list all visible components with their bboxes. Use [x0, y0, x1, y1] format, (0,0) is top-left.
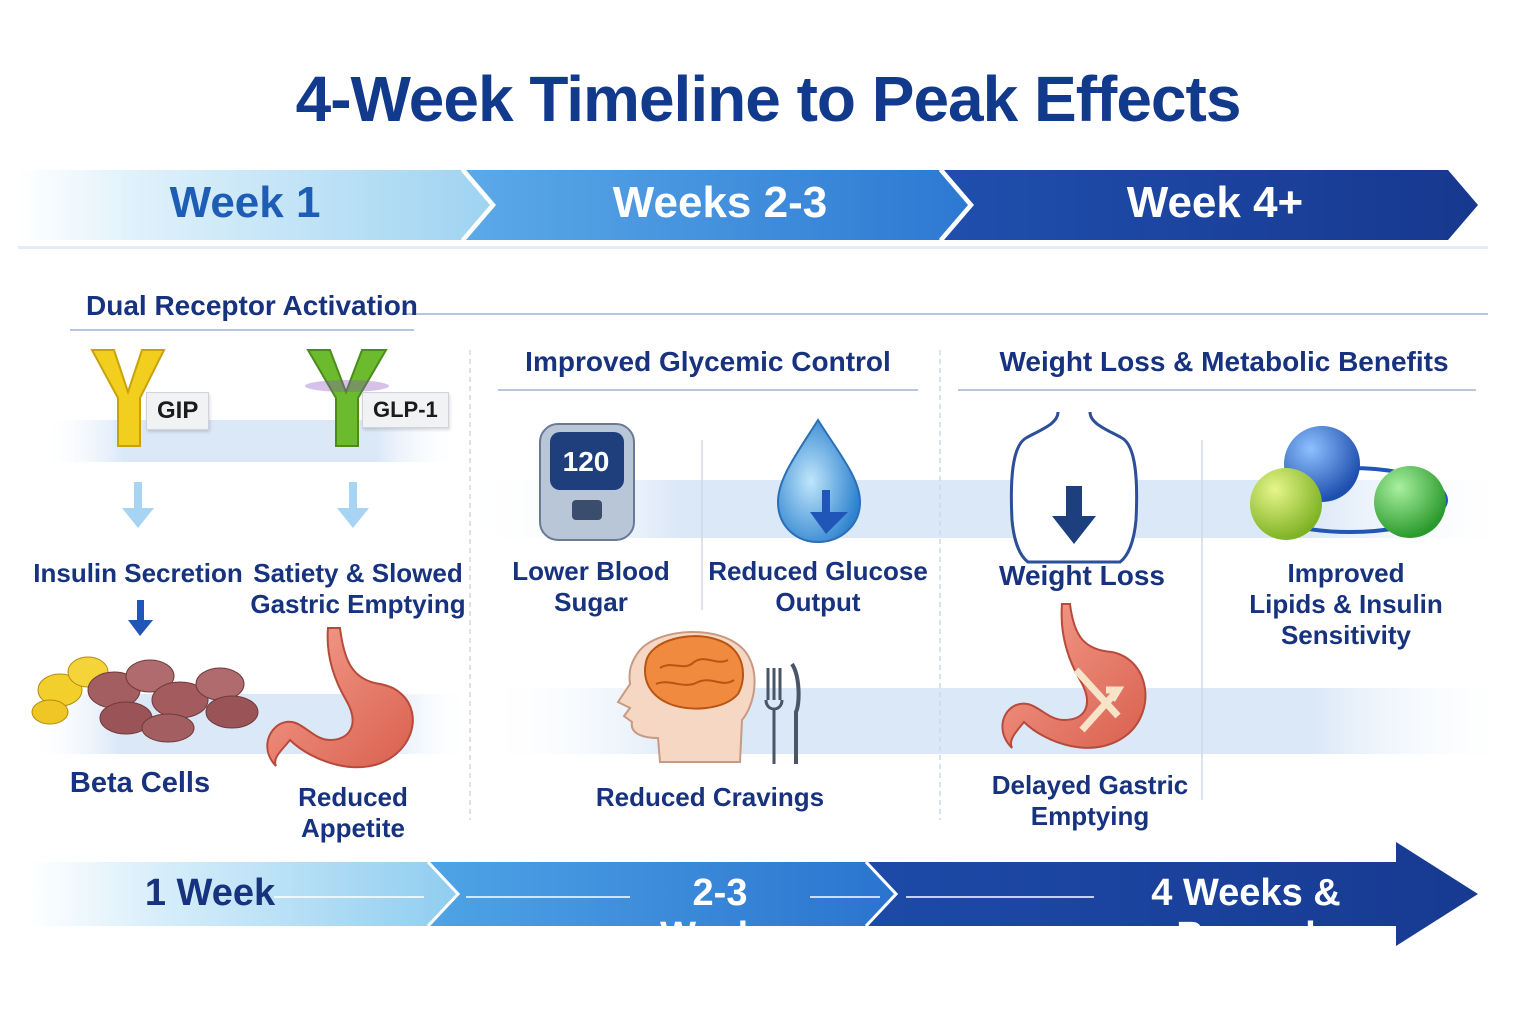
label-weight-loss: Weight Loss [999, 560, 1165, 591]
beta-cells-icon [31, 656, 259, 743]
label-beta-cells: Beta Cells [69, 767, 211, 799]
label-reduced-cravings: Reduced Cravings [595, 782, 825, 812]
brain-head-icon [616, 631, 756, 763]
down-arrow-icon [128, 600, 153, 636]
glucose-meter-icon [539, 423, 635, 541]
torso-icon [1009, 411, 1139, 564]
chevron-icon [938, 169, 972, 241]
label-reduced-appetite: Reduced Appetite [298, 782, 408, 843]
page-title: 4-Week Timeline to Peak Effects [295, 63, 1242, 135]
timeline-segment-3 [868, 842, 1478, 946]
label-lower-blood-sugar-line2: Sugar [554, 587, 628, 617]
banner-label-weeks23: Weeks 2-3 [612, 178, 828, 227]
down-arrow-icon [122, 482, 154, 528]
molecule-icon [1250, 426, 1448, 540]
timeline-label-2-3-weeks: 2-3 Weeks [660, 872, 780, 957]
top-banner [18, 169, 1488, 249]
label-insulin-secretion: Insulin Secretion [33, 558, 243, 588]
banner-segment-week4 [944, 170, 1478, 240]
chevron-icon [864, 860, 899, 928]
water-drop-icon [776, 418, 862, 544]
gip-label: GIP [146, 392, 210, 430]
label-lower-blood-sugar: Lower Blood Sugar [490, 556, 692, 618]
heading-weight-loss-metabolic: Weight Loss & Metabolic Benefits [999, 346, 1449, 377]
bottom-timeline [30, 842, 1478, 946]
timeline-segment-1 [30, 862, 458, 926]
timeline-segment-2 [430, 862, 896, 926]
label-improved-line3: Sensitivity [1280, 620, 1412, 650]
label-reduced-glucose-line2: Output [775, 587, 861, 617]
timeline-label-1-week: 1 Week [144, 872, 276, 914]
chevron-icon [426, 860, 461, 928]
label-delayed-line2: Emptying [1030, 801, 1150, 831]
banner-segment-weeks23 [466, 170, 970, 240]
meter-reading: 120 [562, 446, 610, 477]
label-improved-line1: Improved [1287, 558, 1405, 588]
banner-label-week1: Week 1 [169, 178, 321, 227]
gip-receptor-icon [90, 349, 166, 447]
label-satiety-line1: Satiety & Slowed [253, 558, 463, 588]
label-improved-lipids: Improved Lipids & Insulin Sensitivity [1236, 558, 1456, 651]
glp1-receptor-icon [305, 349, 389, 447]
label-delayed-line1: Delayed Gastric [991, 770, 1189, 800]
heading-glycemic-control: Improved Glycemic Control [525, 346, 891, 377]
label-reduced-glucose-line1: Reduced Glucose [708, 556, 928, 586]
stomach-icon [266, 627, 414, 769]
label-improved-line2: Lipids & Insulin [1249, 589, 1443, 619]
label-satiety: Satiety & Slowed Gastric Emptying [248, 558, 468, 620]
stomach-icon [1001, 603, 1147, 749]
down-arrow-icon [337, 482, 369, 528]
fork-knife-icon [764, 662, 801, 764]
timeline-label-4-weeks: 4 Weeks & Beyond [1151, 872, 1341, 957]
label-delayed-gastric: Delayed Gastric Emptying [980, 770, 1200, 832]
chevron-icon [460, 169, 494, 241]
label-reduced-glucose: Reduced Glucose Output [708, 556, 928, 618]
heading-dual-receptor: Dual Receptor Activation [86, 290, 418, 321]
banner-label-week4: Week 4+ [1126, 178, 1304, 227]
label-lower-blood-sugar-line1: Lower Blood [512, 556, 670, 586]
banner-segment-week1 [18, 170, 492, 240]
label-satiety-line2: Gastric Emptying [250, 589, 466, 619]
glp1-label: GLP-1 [362, 392, 449, 428]
